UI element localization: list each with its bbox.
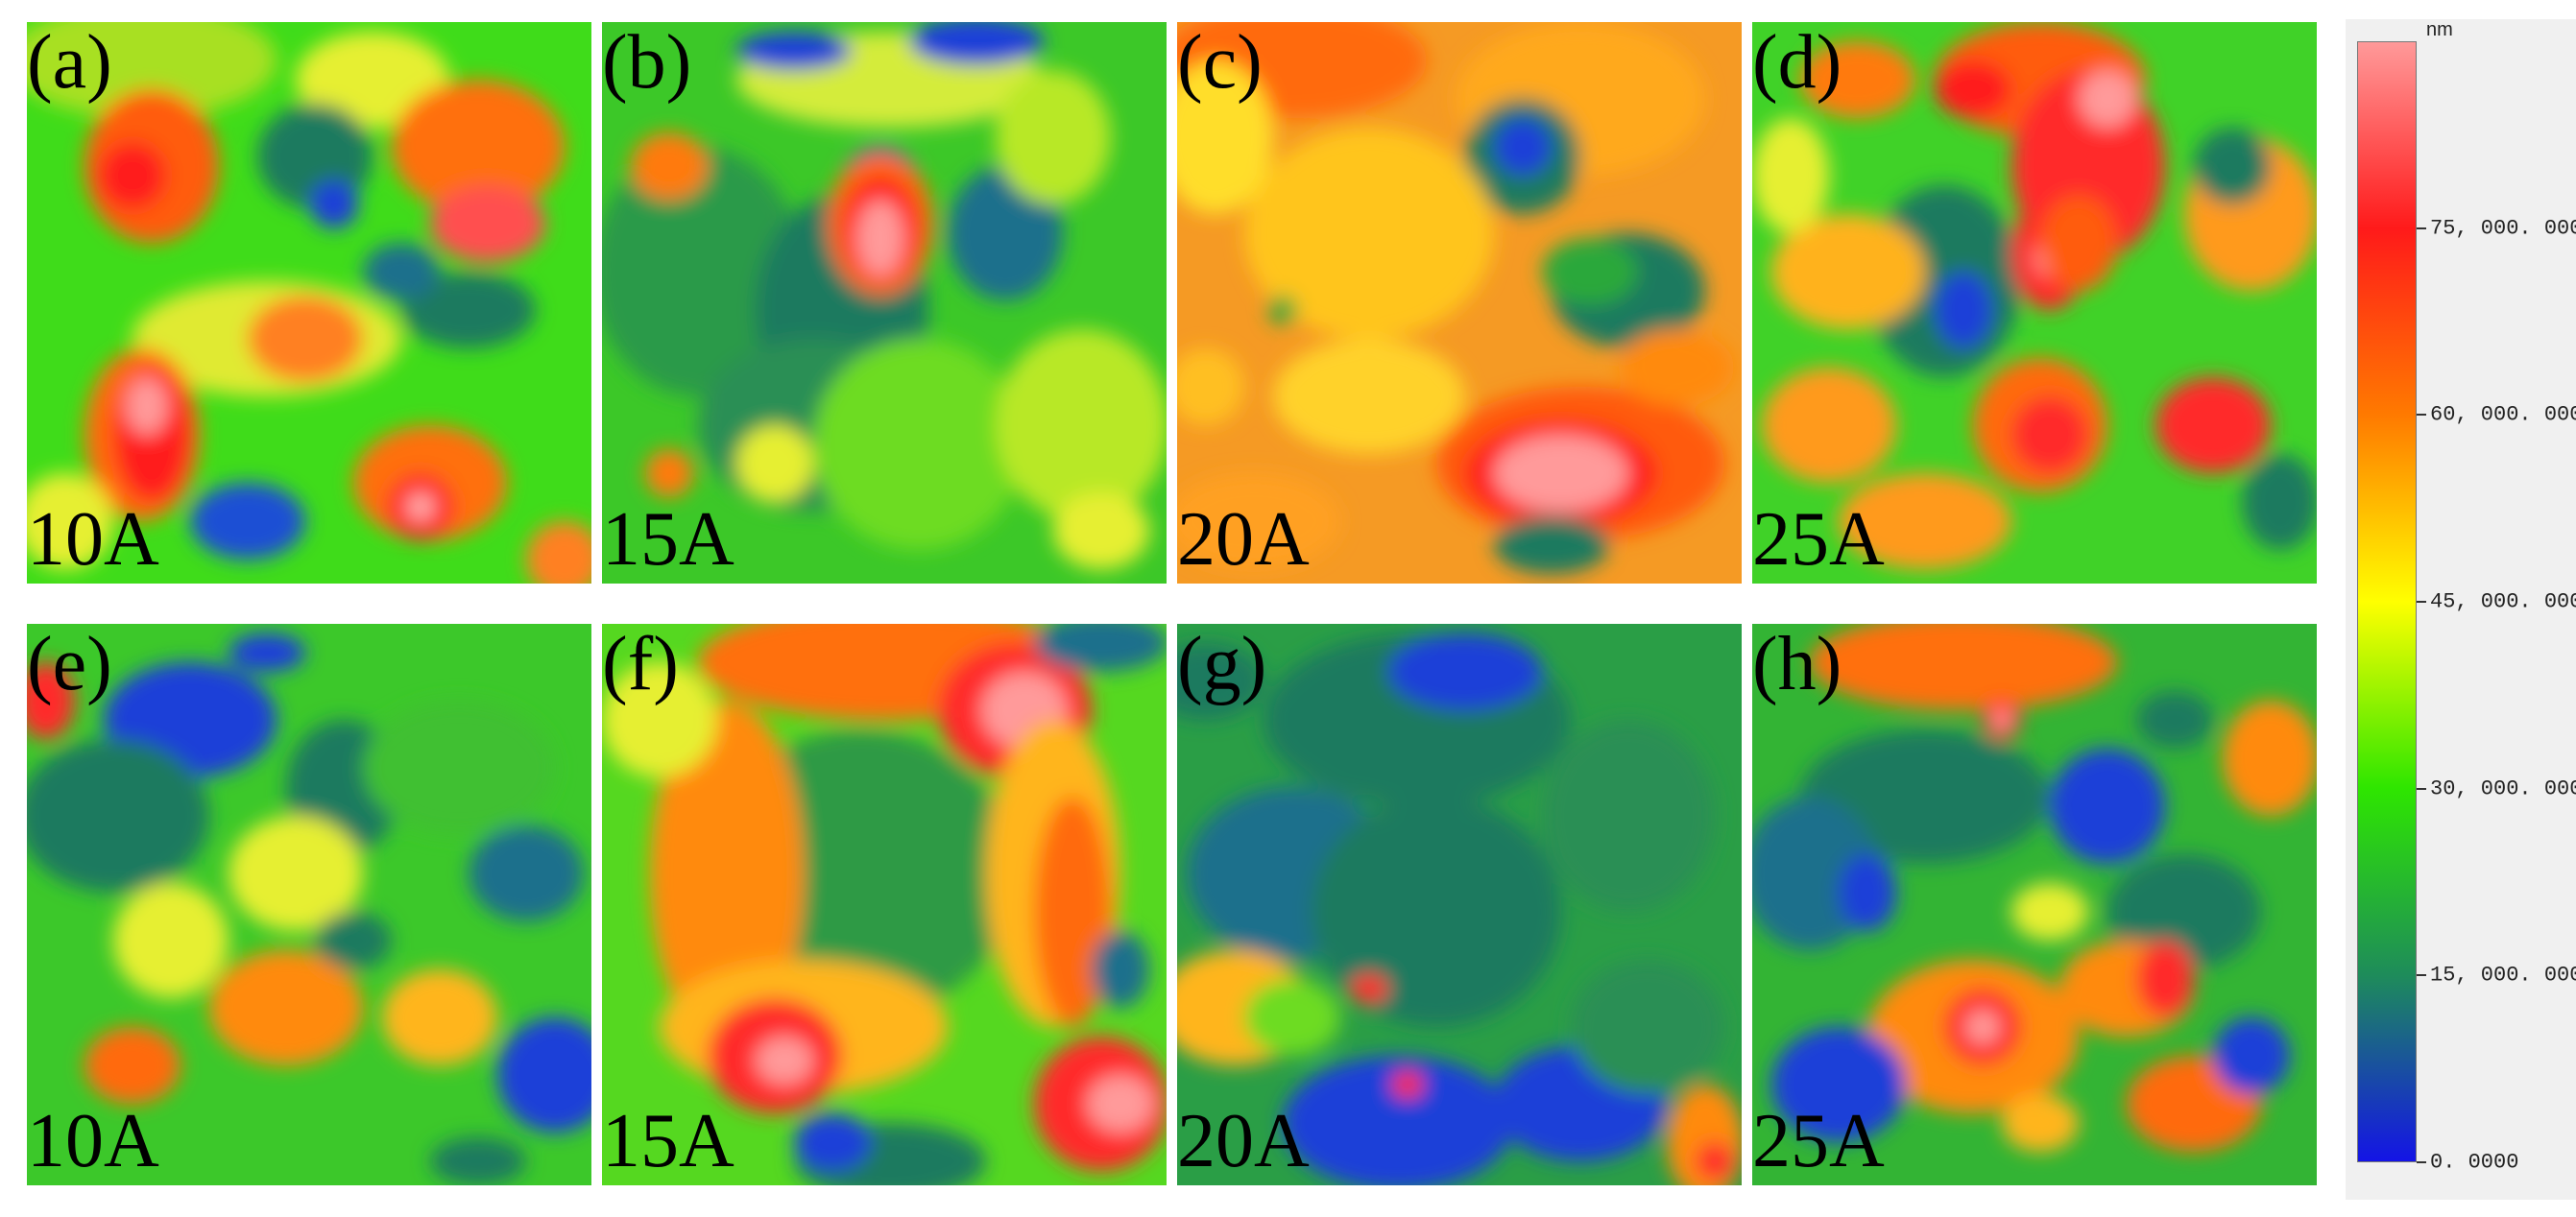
current-label: 15A (602, 1099, 734, 1183)
height-map-c (1177, 22, 1742, 584)
height-map-a (27, 22, 591, 584)
colorbar-tick (2417, 414, 2426, 417)
colorbar-gradient (2357, 41, 2417, 1162)
height-map-g (1177, 624, 1742, 1185)
panel-label: (d) (1752, 22, 1842, 105)
panel-label: (g) (1177, 624, 1267, 706)
current-label: 10A (27, 1099, 159, 1183)
colorbar-unit: nm (2426, 19, 2453, 40)
current-label: 20A (1177, 497, 1310, 582)
map-panel-d: (d) 25A (1752, 22, 2317, 584)
map-panel-e: (e) 10A (27, 624, 591, 1185)
colorbar-tick-label: 30, 000. 0000 (2430, 776, 2576, 801)
panel-label: (e) (27, 624, 112, 706)
colorbar-panel: nm 75, 000. 0000 60, 000. 0000 45, 000. 00… (2346, 19, 2576, 1200)
current-label: 25A (1752, 497, 1885, 582)
map-panel-f: (f) 15A (602, 624, 1167, 1185)
colorbar-tick (2417, 974, 2426, 977)
map-panel-b: (b) 15A (602, 22, 1167, 584)
current-label: 10A (27, 497, 159, 582)
colorbar-tick (2417, 601, 2426, 603)
map-panel-a: (a) 10A (27, 22, 591, 584)
colorbar-tick (2417, 1161, 2426, 1163)
panel-label: (h) (1752, 624, 1842, 706)
colorbar-tick-label: 15, 000. 0000 (2430, 963, 2576, 988)
height-map-e (27, 624, 591, 1185)
colorbar-tick-label: 60, 000. 0000 (2430, 402, 2576, 427)
height-map-h (1752, 624, 2317, 1185)
panel-label: (c) (1177, 22, 1263, 105)
height-map-b (602, 22, 1167, 584)
current-label: 25A (1752, 1099, 1885, 1183)
colorbar-tick-label: 75, 000. 0000 (2430, 216, 2576, 241)
colorbar-tick-label: 45, 000. 0000 (2430, 589, 2576, 614)
map-panel-g: (g) 20A (1177, 624, 1742, 1185)
height-map-f (602, 624, 1167, 1185)
height-map-d (1752, 22, 2317, 584)
colorbar-tick-label: 0. 0000 (2430, 1150, 2519, 1175)
colorbar-tick (2417, 787, 2426, 790)
current-label: 20A (1177, 1099, 1310, 1183)
panel-label: (b) (602, 22, 692, 105)
panel-label: (f) (602, 624, 679, 706)
panel-label: (a) (27, 22, 112, 105)
colorbar-tick (2417, 227, 2426, 229)
map-panel-h: (h) 25A (1752, 624, 2317, 1185)
current-label: 15A (602, 497, 734, 582)
map-panel-c: (c) 20A (1177, 22, 1742, 584)
